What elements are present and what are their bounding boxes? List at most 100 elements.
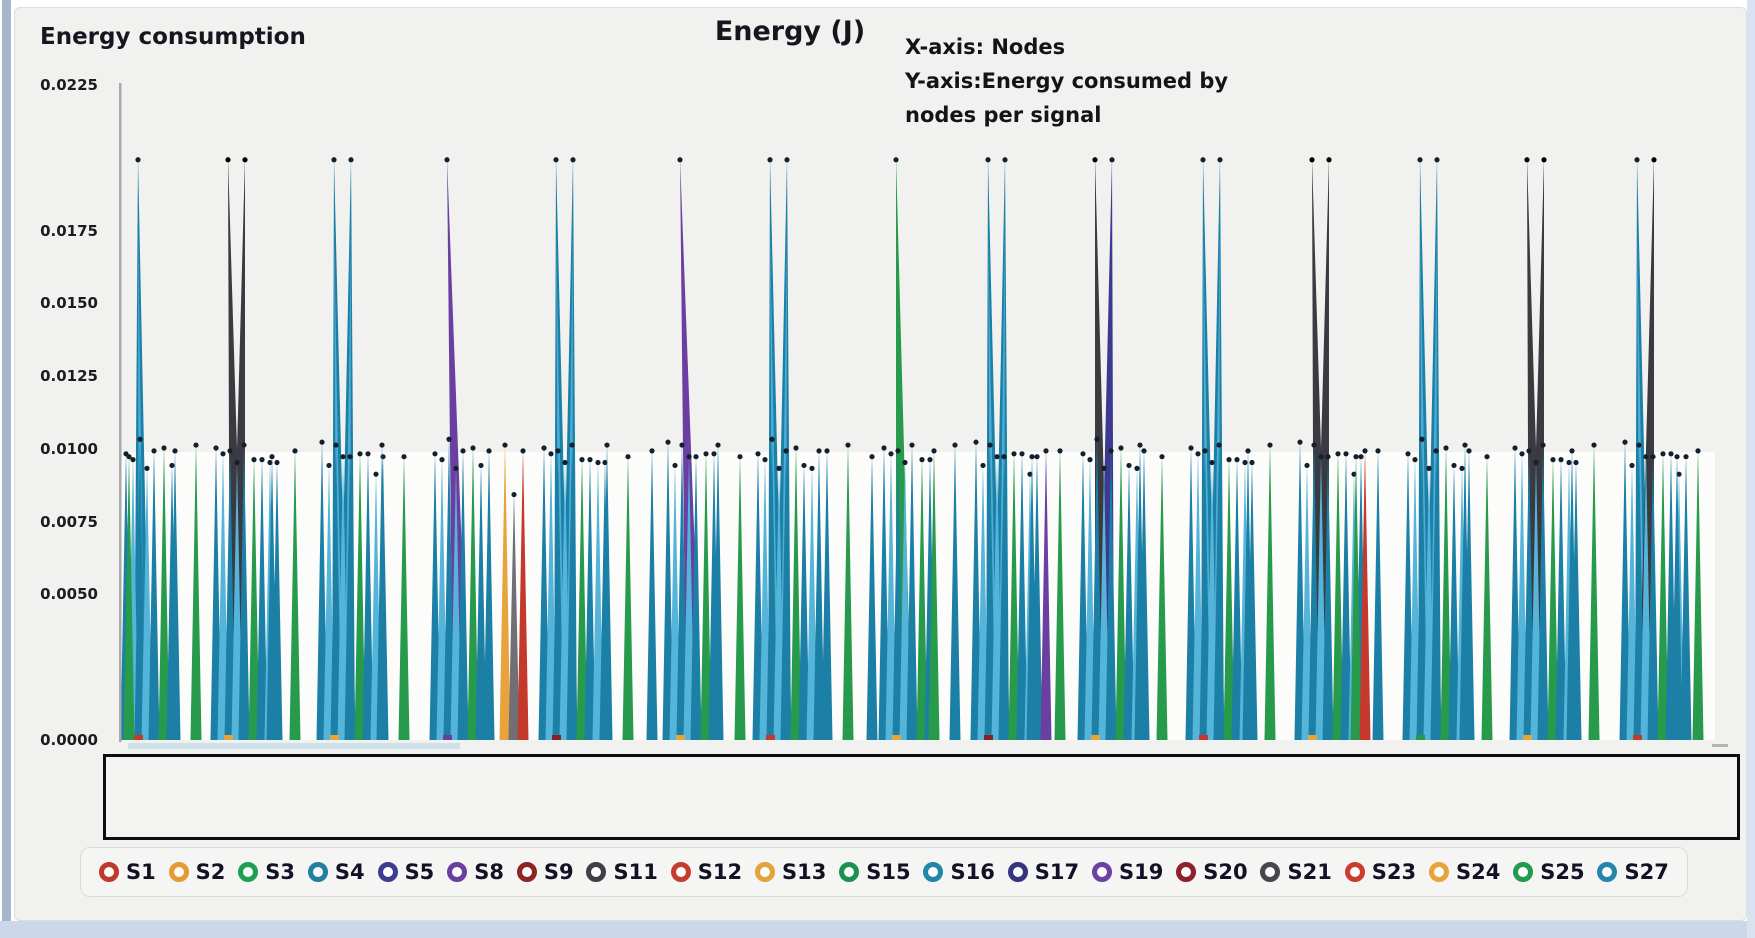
spike-tip bbox=[333, 442, 339, 448]
short-spike-teal bbox=[798, 463, 810, 740]
spike-tip bbox=[809, 465, 815, 471]
baseline-stub bbox=[1091, 735, 1100, 740]
legend-item-S11[interactable]: S11 bbox=[586, 860, 658, 884]
spike-tip bbox=[1001, 454, 1007, 460]
short-spike-green bbox=[1054, 448, 1066, 740]
legend-item-S21[interactable]: S21 bbox=[1260, 860, 1332, 884]
spike-tip bbox=[1002, 157, 1008, 163]
spike-tip bbox=[444, 157, 450, 163]
legend-item-S3[interactable]: S3 bbox=[238, 860, 295, 884]
spike-tip bbox=[1202, 448, 1208, 454]
short-spike-teal bbox=[1105, 448, 1117, 740]
short-spike-teal bbox=[1091, 437, 1103, 740]
spike-tip bbox=[1676, 471, 1682, 477]
spike-tip bbox=[1080, 451, 1086, 457]
spike-tip bbox=[520, 448, 526, 454]
legend-item-S19[interactable]: S19 bbox=[1091, 860, 1164, 884]
short-spike-teal bbox=[906, 443, 918, 740]
annotation-line-1: X-axis: Nodes bbox=[905, 35, 1066, 59]
spike-tip bbox=[602, 459, 608, 466]
legend-label: S19 bbox=[1118, 860, 1164, 884]
spike-tip bbox=[679, 442, 685, 448]
spike-tip bbox=[604, 442, 610, 448]
legend-ring-icon bbox=[586, 862, 607, 882]
short-spike-teal bbox=[330, 443, 342, 740]
spike-tip bbox=[755, 451, 761, 457]
spike-tip bbox=[1109, 157, 1115, 163]
short-spike-teal_light bbox=[759, 457, 771, 740]
legend-item-S27[interactable]: S27 bbox=[1597, 860, 1669, 884]
short-spike-teal_light bbox=[450, 466, 462, 740]
legend-item-S13[interactable]: S13 bbox=[754, 860, 826, 884]
short-spike-teal_light bbox=[669, 463, 681, 740]
short-spike-teal bbox=[646, 448, 658, 740]
spike-tip bbox=[1087, 457, 1093, 463]
baseline-stub bbox=[1416, 735, 1425, 740]
spike-tip bbox=[649, 448, 655, 454]
spike-tip bbox=[693, 454, 699, 460]
spike-tip bbox=[151, 448, 157, 454]
spike-tip bbox=[919, 457, 925, 463]
y-tick-label: 0.0125 bbox=[40, 367, 98, 386]
short-spike-teal bbox=[1322, 454, 1334, 740]
spike-tip bbox=[784, 157, 790, 163]
spike-tip bbox=[251, 457, 257, 463]
spike-tip bbox=[1226, 457, 1232, 463]
spike-tip bbox=[292, 448, 298, 454]
legend-ring-icon bbox=[1597, 862, 1618, 882]
spike-tip bbox=[909, 442, 915, 448]
spike-tip bbox=[1141, 448, 1147, 454]
legend-item-S9[interactable]: S9 bbox=[516, 860, 574, 884]
spike-tip bbox=[347, 454, 353, 460]
legend-item-S24[interactable]: S24 bbox=[1428, 860, 1500, 884]
legend-item-S5[interactable]: S5 bbox=[377, 860, 434, 884]
spike-tip bbox=[144, 465, 150, 471]
tall-spike-black bbox=[1638, 157, 1654, 740]
spike-tip bbox=[665, 439, 671, 445]
legend-item-S15[interactable]: S15 bbox=[839, 860, 911, 884]
legend-item-S20[interactable]: S20 bbox=[1176, 860, 1248, 884]
short-spike-teal bbox=[443, 437, 455, 740]
spike-tip bbox=[1242, 459, 1248, 466]
spike-tip bbox=[169, 462, 175, 469]
short-spike-teal_light bbox=[1098, 466, 1110, 740]
baseline-stub bbox=[676, 735, 685, 740]
legend-item-S25[interactable]: S25 bbox=[1513, 860, 1585, 884]
baseline-stub bbox=[1633, 735, 1642, 740]
spike-tip bbox=[973, 439, 979, 445]
short-spike-teal bbox=[1680, 454, 1692, 740]
spike-tip bbox=[1159, 454, 1165, 460]
spike-tip bbox=[1651, 157, 1657, 163]
spike-tip bbox=[1108, 448, 1114, 454]
legend-item-S12[interactable]: S12 bbox=[670, 860, 742, 884]
legend-item-S17[interactable]: S17 bbox=[1007, 860, 1079, 884]
legend-item-S1[interactable]: S1 bbox=[99, 860, 156, 884]
short-spike-teal bbox=[1523, 448, 1535, 740]
short-spike-teal_light bbox=[899, 460, 911, 740]
spike-tip bbox=[242, 157, 248, 163]
short-spike-teal bbox=[457, 448, 469, 740]
legend-item-S23[interactable]: S23 bbox=[1344, 860, 1416, 884]
spike-tip bbox=[1200, 157, 1206, 163]
short-spike-teal_light bbox=[323, 463, 335, 740]
spike-tip bbox=[1134, 465, 1140, 471]
legend-ring-icon bbox=[670, 862, 691, 882]
spike-tip bbox=[502, 442, 508, 448]
legend-item-S2[interactable]: S2 bbox=[168, 860, 225, 884]
short-spike-teal bbox=[238, 443, 250, 740]
spike-tip bbox=[1353, 454, 1359, 460]
legend-label: S3 bbox=[265, 860, 296, 884]
short-spike-teal_light bbox=[683, 454, 695, 740]
spike-tip bbox=[1405, 451, 1411, 457]
legend-item-S16[interactable]: S16 bbox=[923, 860, 995, 884]
legend-item-S4[interactable]: S4 bbox=[307, 860, 365, 884]
short-spike-teal bbox=[362, 451, 374, 740]
spike-tip bbox=[1297, 439, 1303, 445]
short-spike-teal_light bbox=[977, 463, 989, 740]
spike-tip bbox=[1351, 471, 1357, 477]
spike-tip bbox=[348, 157, 354, 163]
legend-item-S8[interactable]: S8 bbox=[447, 860, 504, 884]
spike-tip bbox=[553, 157, 559, 163]
annotation-line-2: Y-axis:Energy consumed by bbox=[905, 69, 1229, 93]
chart-title: Energy (J) bbox=[714, 16, 866, 47]
